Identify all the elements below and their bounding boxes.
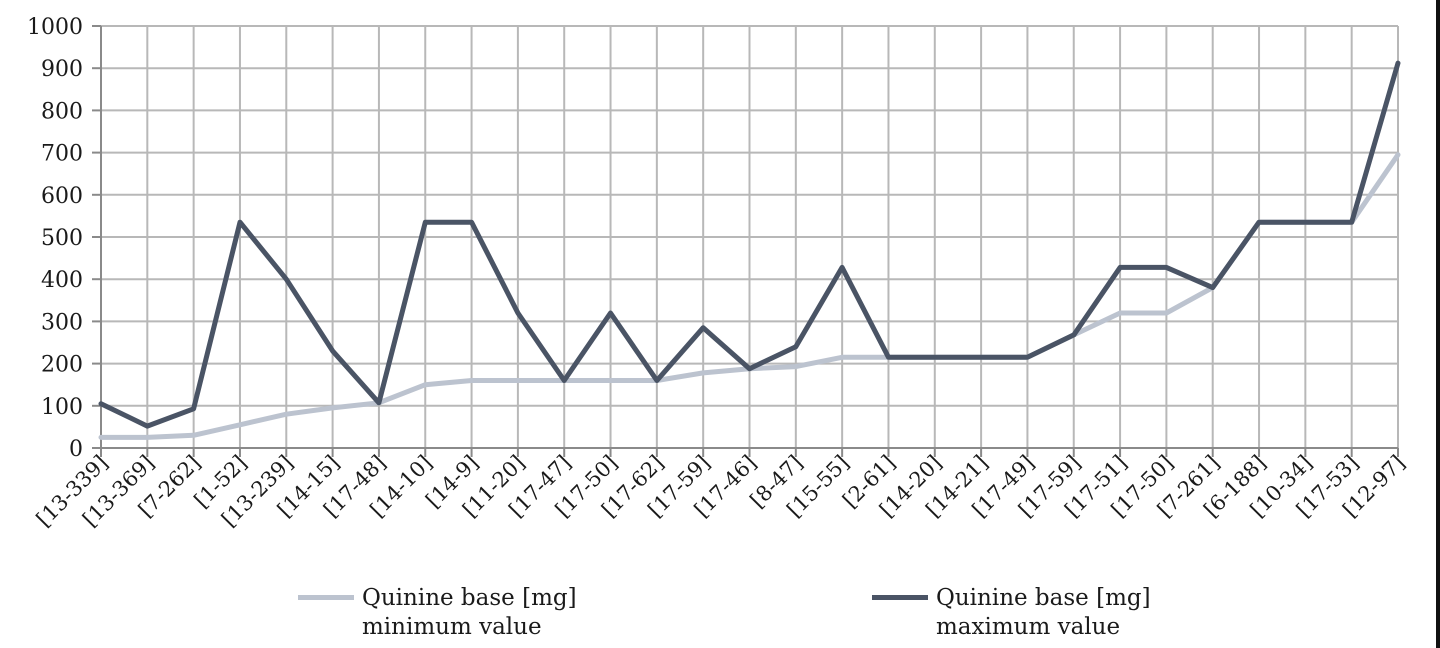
series-line-maximum — [98, 60, 1401, 429]
legend-label-maximum-line1: Quinine base [mg] — [936, 585, 1151, 611]
legend-label-minimum-line2: minimum value — [362, 614, 542, 640]
y-tick-label: 700 — [41, 142, 83, 167]
legend-swatch-minimum — [298, 595, 354, 600]
y-tick-label: 800 — [41, 99, 83, 124]
legend-entry-maximum: Quinine base [mg] maximum value — [872, 584, 1151, 642]
x-axis-ticks: [13-339][13-369][7-262][1-52][13-239][14… — [32, 451, 1410, 532]
y-tick-label: 0 — [69, 437, 83, 462]
legend-entry-minimum: Quinine base [mg] minimum value — [298, 584, 577, 642]
legend-label-maximum-line2: maximum value — [936, 614, 1121, 640]
legend-swatch-maximum — [872, 595, 928, 600]
y-tick-label: 100 — [41, 395, 83, 420]
axes — [92, 25, 1399, 457]
y-tick-label: 300 — [41, 310, 83, 335]
legend-label-minimum-line1: Quinine base [mg] — [362, 585, 577, 611]
grid-lines — [100, 25, 1399, 449]
line-chart: 0 100 200 300 400 500 600 700 800 900 1000 [13-339… — [27, 15, 1410, 532]
y-tick-label: 500 — [41, 226, 83, 251]
y-tick-label: 900 — [41, 57, 83, 82]
series-lines — [98, 60, 1401, 440]
y-tick-label: 200 — [41, 353, 83, 378]
y-tick-label: 400 — [41, 268, 83, 293]
y-tick-label: 1000 — [27, 15, 83, 40]
y-axis-ticks: 0 100 200 300 400 500 600 700 800 900 1000 — [27, 15, 83, 462]
y-tick-label: 600 — [41, 184, 83, 209]
right-border — [1436, 0, 1440, 648]
